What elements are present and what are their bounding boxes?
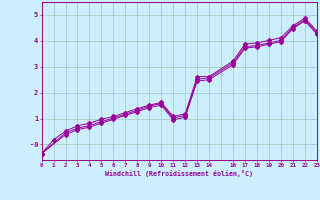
X-axis label: Windchill (Refroidissement éolien,°C): Windchill (Refroidissement éolien,°C) [105, 170, 253, 177]
